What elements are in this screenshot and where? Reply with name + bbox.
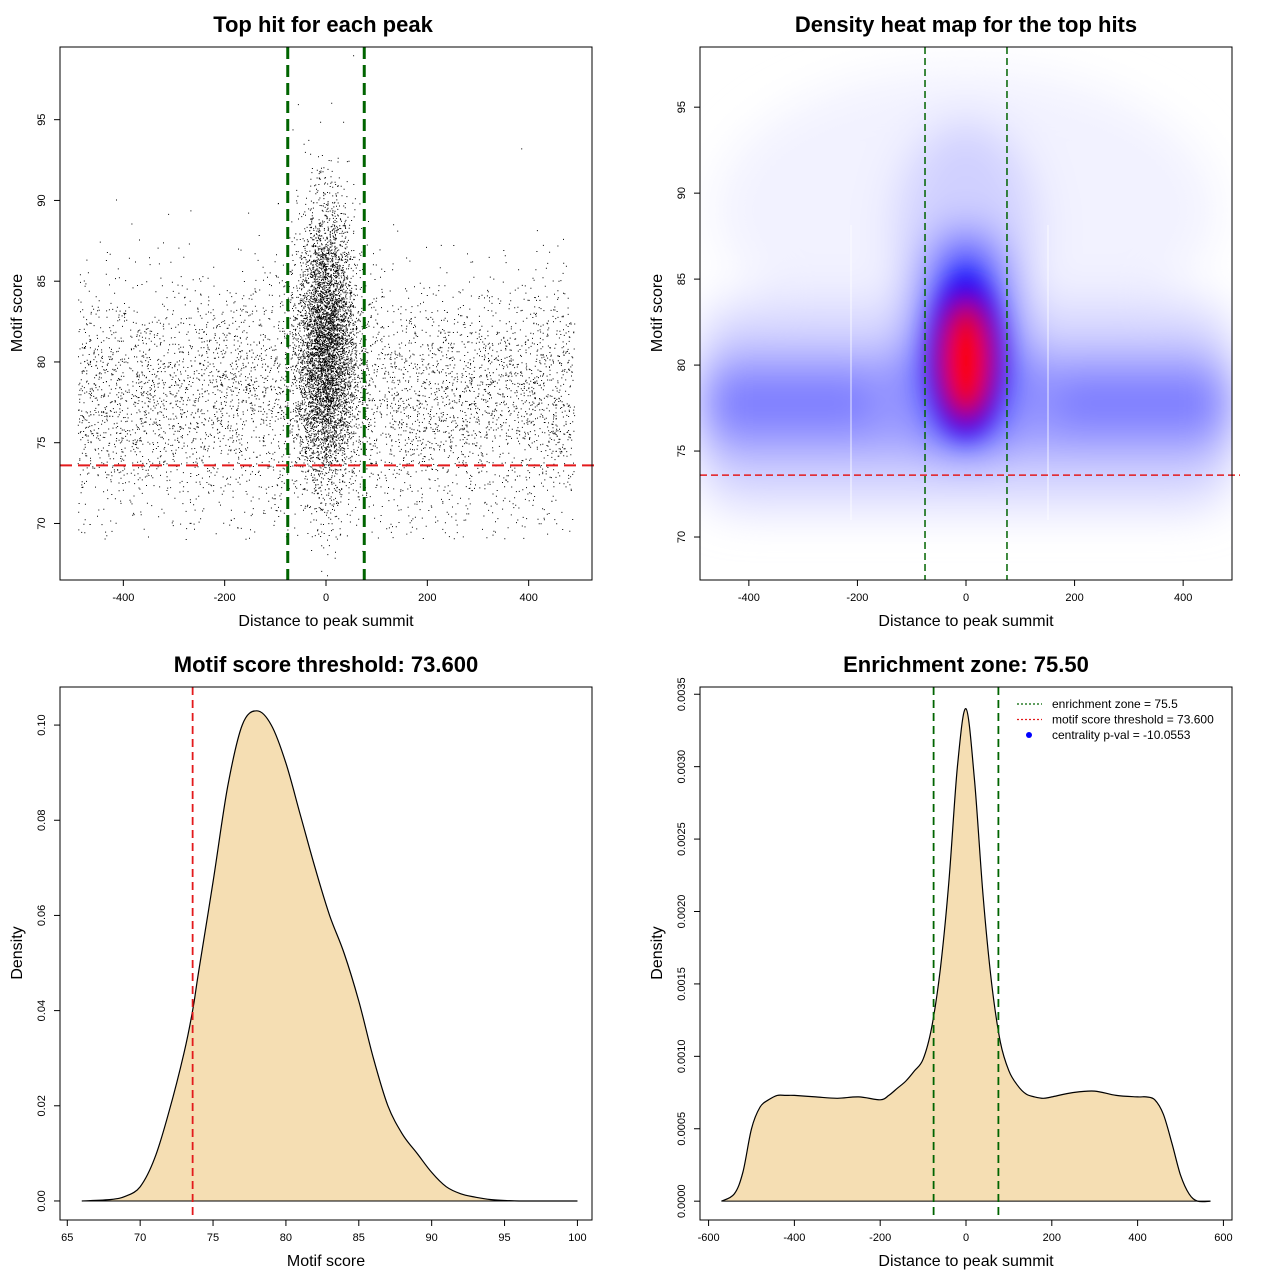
scatter-axes: -400 -200 0 200 400 70 75 80 85 90 95: [36, 114, 538, 604]
y-tick-label: 0.0035: [676, 677, 688, 711]
density-curve: [81, 710, 578, 1202]
heatmap-title: Density heat map for the top hits: [795, 12, 1137, 37]
y-tick-label: 0.00: [36, 1190, 48, 1211]
y-tick-label: 80: [36, 356, 48, 368]
legend-label: enrichment zone = 75.5: [1052, 697, 1178, 711]
heatmap-density: [700, 47, 1232, 580]
x-tick-label: 200: [1043, 1232, 1061, 1244]
y-tick-label: 70: [676, 531, 688, 543]
x-tick-label: 75: [207, 1232, 219, 1244]
x-tick-label: 80: [280, 1232, 292, 1244]
score-density-plot-frame: [59, 686, 593, 1221]
x-tick-label: 400: [519, 592, 537, 604]
y-tick-label: 75: [676, 445, 688, 457]
x-tick-label: 90: [426, 1232, 438, 1244]
y-tick-label: 70: [36, 517, 48, 529]
x-tick-label: 400: [1174, 592, 1192, 604]
heatmap-peak: [930, 280, 1002, 436]
x-tick-label: 0: [963, 592, 969, 604]
density-curve: [721, 708, 1211, 1203]
y-tick-label: 0.0000: [676, 1184, 688, 1218]
y-tick-label: 0.04: [36, 1000, 48, 1021]
y-tick-label: 85: [36, 275, 48, 287]
y-tick-label: 0.0020: [676, 895, 688, 929]
x-tick-label: 95: [498, 1232, 510, 1244]
distance-density-x-axis-label: Distance to peak summit: [878, 1253, 1054, 1270]
distance-density-axes: -600 -400 -200 0 200 400 600 0.0000 0.0005 0.0010…: [676, 677, 1233, 1244]
distance-density-panel: Enrichment zone: 75.50 -600 -400 -200 0 200 4…: [649, 652, 1233, 1270]
scatter-y-axis-label: Motif score: [9, 274, 26, 352]
y-tick-label: 75: [36, 437, 48, 449]
distance-density-y-axis-label: Density: [649, 926, 666, 979]
scatter-title: Top hit for each peak: [213, 12, 433, 37]
x-tick-label: -200: [214, 592, 236, 604]
x-tick-label: 200: [418, 592, 436, 604]
x-tick-label: -400: [783, 1232, 805, 1244]
x-tick-label: -400: [112, 592, 134, 604]
distance-density-legend: enrichment zone = 75.5 motif score thresh…: [1017, 697, 1214, 742]
x-tick-label: 0: [963, 1232, 969, 1244]
x-tick-label: -600: [698, 1232, 720, 1244]
scatter-points: [77, 55, 576, 577]
score-density-title: Motif score threshold: 73.600: [174, 652, 478, 677]
x-tick-label: 85: [353, 1232, 365, 1244]
y-tick-label: 0.08: [36, 810, 48, 831]
y-tick-label: 0.0010: [676, 1040, 688, 1074]
score-density-axes: 65 70 75 80 85 90 95 100 0.00 0.02 0.04 0.06 0.08 0.1…: [36, 714, 587, 1244]
scatter-point-cloud: [77, 55, 576, 577]
scatter-reference-lines: [60, 47, 600, 580]
x-tick-label: -200: [869, 1232, 891, 1244]
distance-density-area: [721, 708, 1211, 1203]
legend-point-marker: [1026, 732, 1032, 738]
heatmap-left-ridge: [700, 375, 880, 430]
y-tick-label: 80: [676, 359, 688, 371]
distance-density-reference-lines: [932, 687, 1000, 1220]
heatmap-y-axis-label: Motif score: [649, 274, 666, 352]
y-tick-label: 0.10: [36, 714, 48, 735]
score-density-area: [81, 710, 578, 1202]
x-tick-label: 0: [323, 592, 329, 604]
x-tick-label: 600: [1214, 1232, 1232, 1244]
score-density-panel: Motif score threshold: 73.600 65 70 75 80 85…: [9, 652, 593, 1270]
y-tick-label: 0.06: [36, 905, 48, 926]
scatter-x-axis-label: Distance to peak summit: [238, 613, 414, 630]
heatmap-panel: Density heat map for the top hits -40: [649, 12, 1240, 630]
y-tick-label: 95: [36, 114, 48, 126]
x-tick-label: -400: [738, 592, 760, 604]
x-tick-label: 400: [1128, 1232, 1146, 1244]
heatmap-right-ridge: [1045, 375, 1232, 430]
density-fill: [721, 708, 1211, 1202]
distance-density-title: Enrichment zone: 75.50: [843, 652, 1089, 677]
heatmap-reference-lines: [700, 47, 1240, 580]
y-tick-label: 0.0005: [676, 1112, 688, 1146]
x-tick-label: 65: [61, 1232, 73, 1244]
x-tick-label: 70: [134, 1232, 146, 1244]
y-tick-label: 85: [676, 273, 688, 285]
density-fill: [81, 710, 578, 1201]
y-tick-label: 0.0015: [676, 967, 688, 1001]
y-tick-label: 0.0030: [676, 750, 688, 784]
y-tick-label: 90: [676, 187, 688, 199]
heatmap-peak-inner: [948, 320, 984, 404]
y-tick-label: 95: [676, 101, 688, 113]
scatter-panel: Top hit for each peak -400 -200 0 200 400 70 7…: [9, 12, 600, 630]
score-density-y-axis-label: Density: [9, 926, 26, 979]
score-density-x-axis-label: Motif score: [287, 1253, 365, 1270]
x-tick-label: -200: [846, 592, 868, 604]
heatmap-axes: -400 -200 0 200 400 70 75 80 85 90 95: [676, 101, 1192, 604]
y-tick-label: 0.0025: [676, 822, 688, 856]
heatmap-x-axis-label: Distance to peak summit: [878, 613, 1054, 630]
x-tick-label: 100: [568, 1232, 586, 1244]
x-tick-label: 200: [1065, 592, 1083, 604]
legend-label: centrality p-val = -10.0553: [1052, 728, 1191, 742]
legend-label: motif score threshold = 73.600: [1052, 713, 1214, 727]
y-tick-label: 0.02: [36, 1095, 48, 1116]
y-tick-label: 90: [36, 194, 48, 206]
